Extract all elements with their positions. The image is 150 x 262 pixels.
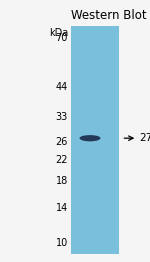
- Text: kDa: kDa: [49, 28, 68, 38]
- Text: Western Blot: Western Blot: [71, 9, 147, 22]
- Text: 14: 14: [56, 203, 68, 212]
- Text: 18: 18: [56, 176, 68, 186]
- Text: 10: 10: [56, 238, 68, 248]
- Text: 44: 44: [56, 82, 68, 92]
- Bar: [71, 26, 119, 254]
- Text: 33: 33: [56, 112, 68, 122]
- Text: 27kDa: 27kDa: [139, 133, 150, 143]
- Ellipse shape: [80, 135, 100, 141]
- Text: 22: 22: [56, 155, 68, 165]
- Text: 70: 70: [56, 33, 68, 43]
- Text: 26: 26: [56, 137, 68, 147]
